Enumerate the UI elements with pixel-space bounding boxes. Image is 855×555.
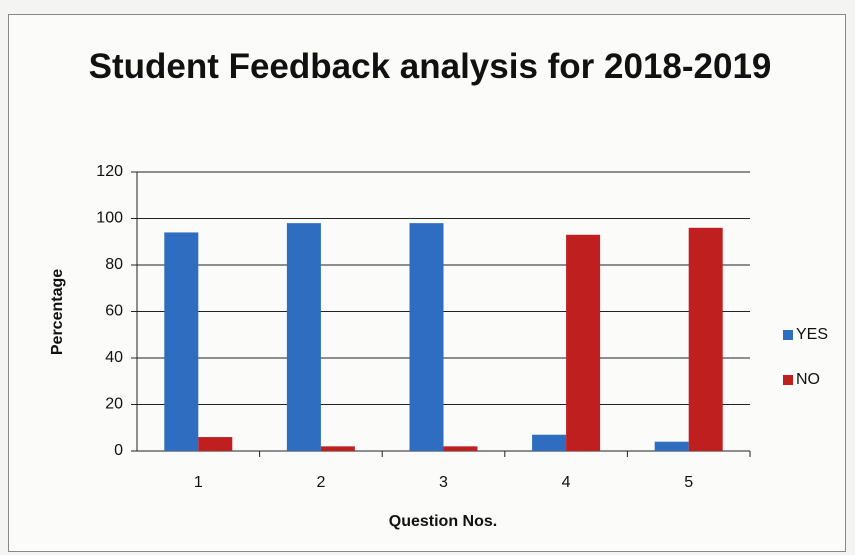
legend-swatch xyxy=(783,330,793,340)
bar xyxy=(654,441,689,451)
x-tick-label: 3 xyxy=(439,474,448,491)
x-tick-label: 1 xyxy=(194,474,203,491)
legend-swatch xyxy=(783,375,793,385)
chart-title: Student Feedback analysis for 2018-2019 xyxy=(88,47,772,86)
y-tick-label: 20 xyxy=(105,396,123,413)
bar xyxy=(409,223,444,451)
x-tick-label: 2 xyxy=(316,474,325,491)
bar xyxy=(198,437,233,451)
legend-label: NO xyxy=(796,371,820,388)
bar xyxy=(688,227,723,451)
y-tick-label: 120 xyxy=(96,163,123,180)
bar xyxy=(532,434,567,451)
x-axis-label: Question Nos. xyxy=(389,513,497,530)
bar xyxy=(566,234,601,451)
x-tick-label: 4 xyxy=(562,474,571,491)
y-axis-label: Percentage xyxy=(49,269,66,355)
y-tick-label: 60 xyxy=(105,303,123,320)
legend-label: YES xyxy=(796,326,828,343)
y-tick-label: 40 xyxy=(105,349,123,366)
y-tick-label: 80 xyxy=(105,256,123,273)
bar xyxy=(164,232,199,451)
bar xyxy=(320,446,355,451)
y-tick-label: 100 xyxy=(96,210,123,227)
bar xyxy=(443,446,478,451)
x-tick-label: 5 xyxy=(684,474,693,491)
bar xyxy=(286,223,321,451)
y-tick-label: 0 xyxy=(114,442,123,459)
